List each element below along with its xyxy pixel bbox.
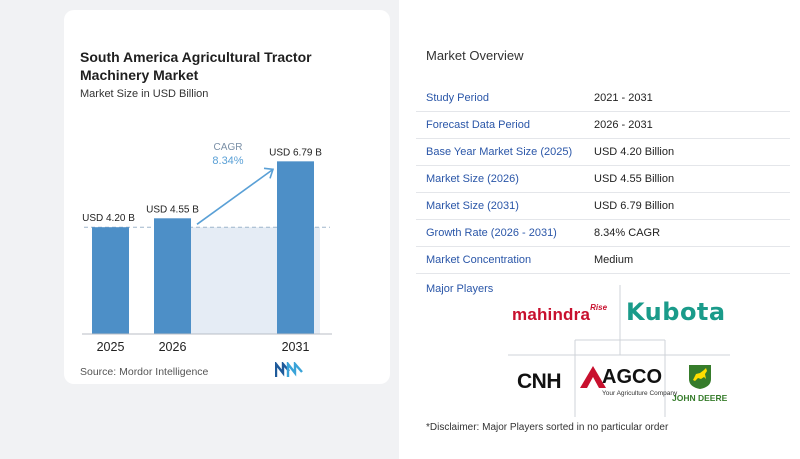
- overview-value: 2021 - 2031: [594, 92, 653, 104]
- overview-value: Medium: [594, 254, 634, 266]
- category-label-2031: 2031: [282, 340, 310, 354]
- value-label-2031: USD 6.79 B: [269, 147, 322, 158]
- logo-grid-lines: [508, 285, 730, 417]
- source-text: Source: Mordor Intelligence: [80, 366, 209, 378]
- mordor-logo: [275, 362, 303, 377]
- overview-label: Growth Rate (2026 - 2031): [426, 227, 557, 239]
- overview-value: 8.34% CAGR: [594, 227, 661, 239]
- overview-row-concentration: Market Concentration Medium: [416, 247, 790, 274]
- value-label-2026: USD 4.55 B: [146, 204, 199, 215]
- overview-row-size-2026: Market Size (2026) USD 4.55 Billion: [416, 166, 790, 193]
- bar-2026: [154, 218, 191, 334]
- bar-2031: [277, 161, 314, 334]
- overview-title: Market Overview: [426, 48, 524, 63]
- cagr-arrow-head: [263, 167, 275, 179]
- agco-logo-text: AGCO: [602, 366, 662, 388]
- agco-mark-icon: [580, 366, 606, 388]
- overview-label: Base Year Market Size (2025): [426, 146, 573, 158]
- overview-row-growth-rate: Growth Rate (2026 - 2031) 8.34% CAGR: [416, 220, 790, 247]
- overview-value: 2026 - 2031: [594, 119, 653, 131]
- chart-subtitle: Market Size in USD Billion: [80, 88, 209, 100]
- mahindra-rise-text: Rise: [590, 302, 608, 312]
- category-label-2026: 2026: [159, 340, 187, 354]
- overview-label: Study Period: [426, 92, 489, 104]
- kubota-logo-text: Kubota: [626, 298, 726, 326]
- major-players-title: Major Players: [426, 283, 494, 295]
- john-deere-logo-text: JOHN DEERE: [672, 393, 728, 403]
- category-label-2025: 2025: [97, 340, 125, 354]
- bar-2025: [92, 227, 129, 334]
- mahindra-logo: mahindraRise: [512, 302, 608, 325]
- kubota-logo: Kubota: [626, 298, 726, 326]
- value-label-2025: USD 4.20 B: [82, 213, 135, 224]
- overview-label: Market Size (2031): [426, 200, 519, 212]
- chart-title: South America Agricultural Tractor Machi…: [80, 49, 312, 83]
- overview-value: USD 6.79 Billion: [594, 200, 675, 212]
- overview-row-study-period: Study Period 2021 - 2031: [416, 85, 790, 112]
- overview-row-base-year: Base Year Market Size (2025) USD 4.20 Bi…: [416, 139, 790, 166]
- overview-value: USD 4.55 Billion: [594, 173, 675, 185]
- overview-row-forecast-period: Forecast Data Period 2026 - 2031: [416, 112, 790, 139]
- overview-row-size-2031: Market Size (2031) USD 6.79 Billion: [416, 193, 790, 220]
- agco-tagline: Your Agriculture Company: [602, 390, 678, 397]
- overview-label: Market Concentration: [426, 254, 532, 266]
- cagr-value: 8.34%: [212, 155, 243, 167]
- bar-chart: USD 4.20 B 2025 USD 4.55 B 2026 USD 6.79 B 20…: [82, 142, 332, 354]
- deer-icon: [689, 365, 711, 389]
- cagr-arrow-line: [196, 168, 274, 225]
- overview-label: Market Size (2026): [426, 173, 519, 185]
- cagr-label: CAGR: [214, 142, 243, 153]
- overview-label: Forecast Data Period: [426, 119, 530, 131]
- overview-table: Study Period 2021 - 2031 Forecast Data P…: [416, 85, 790, 274]
- overview-value: USD 4.20 Billion: [594, 146, 675, 158]
- cnh-logo: CNH: [517, 370, 562, 394]
- disclaimer-text: *Disclaimer: Major Players sorted in no …: [426, 422, 669, 433]
- cnh-logo-text: CNH: [517, 370, 562, 393]
- mahindra-logo-text: mahindra: [512, 305, 591, 324]
